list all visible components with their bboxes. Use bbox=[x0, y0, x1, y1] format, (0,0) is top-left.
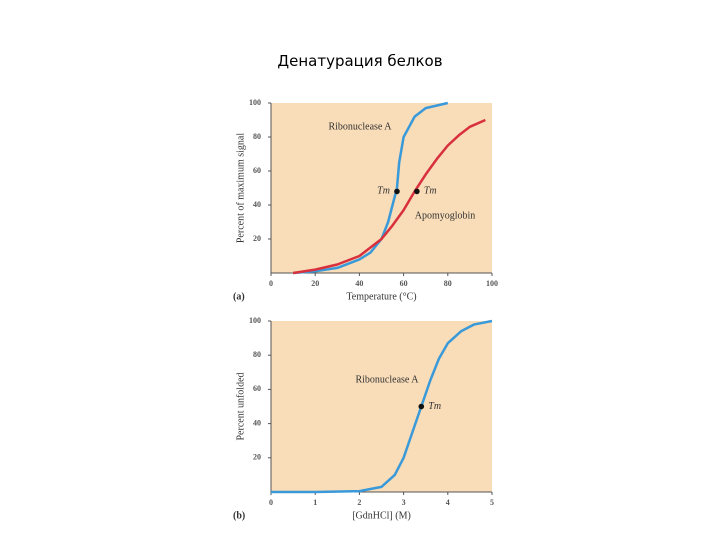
tm-label: Tm bbox=[377, 186, 390, 197]
x-tick-label: 2 bbox=[357, 498, 361, 507]
x-tick-label: 4 bbox=[446, 498, 450, 507]
x-tick-label: 3 bbox=[402, 498, 406, 507]
tm-point bbox=[418, 403, 425, 410]
x-axis-label: Temperature (°C) bbox=[346, 291, 416, 302]
y-tick-label: 100 bbox=[249, 316, 261, 325]
x-tick-label: 0 bbox=[269, 498, 273, 507]
x-tick-label: 5 bbox=[490, 498, 494, 507]
tm-label: Tm bbox=[424, 186, 437, 197]
series-label: Ribonuclease A bbox=[328, 121, 392, 132]
series-line bbox=[292, 118, 486, 275]
series-line bbox=[271, 319, 493, 494]
slide-title: Денатурация белков bbox=[277, 52, 443, 70]
y-tick-label: 20 bbox=[253, 453, 261, 462]
x-tick-label: 1 bbox=[313, 498, 317, 507]
y-tick-label: 100 bbox=[249, 98, 261, 107]
y-tick-label: 80 bbox=[253, 132, 261, 141]
panel-label: (a) bbox=[233, 291, 245, 302]
y-tick-label: 80 bbox=[253, 350, 261, 359]
series-line bbox=[293, 101, 449, 275]
y-axis-label: Percent unfolded bbox=[235, 372, 246, 440]
plot-background bbox=[271, 103, 492, 273]
plot-background bbox=[271, 321, 492, 492]
x-tick-label: 80 bbox=[444, 279, 452, 288]
y-tick-label: 40 bbox=[253, 200, 261, 209]
y-tick-label: 20 bbox=[253, 234, 261, 243]
x-axis-label: [GdnHCl] (M) bbox=[352, 510, 411, 521]
x-tick-label: 0 bbox=[269, 279, 273, 288]
x-tick-label: 60 bbox=[400, 279, 408, 288]
tm-label: Tm bbox=[428, 401, 441, 412]
series-label: Apomyoglobin bbox=[415, 210, 476, 221]
tm-point bbox=[414, 188, 420, 195]
y-tick-label: 60 bbox=[253, 384, 261, 393]
y-tick-label: 40 bbox=[253, 418, 261, 427]
x-tick-label: 20 bbox=[311, 279, 319, 288]
y-tick-label: 60 bbox=[253, 166, 261, 175]
series-label: Ribonuclease A bbox=[355, 374, 419, 385]
panel-label: (b) bbox=[233, 510, 245, 521]
x-tick-label: 40 bbox=[355, 279, 363, 288]
y-axis-label: Percent of maximum signal bbox=[235, 133, 246, 243]
x-tick-label: 100 bbox=[486, 279, 498, 288]
tm-point bbox=[394, 188, 400, 195]
